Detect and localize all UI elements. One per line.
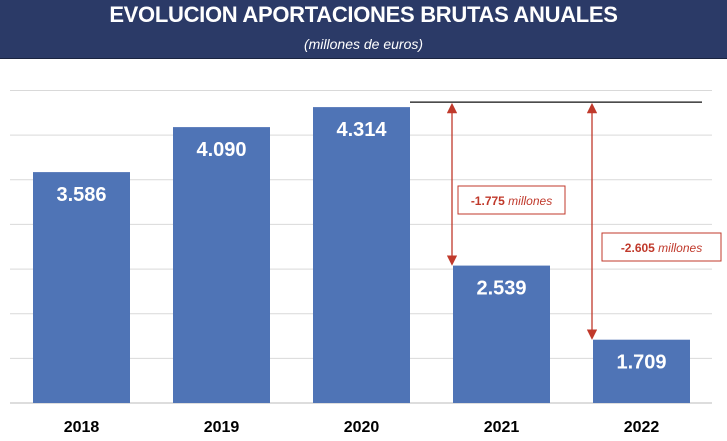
data-label: 2.539	[476, 278, 526, 300]
bar-2020	[313, 107, 410, 403]
data-label: 4.090	[196, 139, 246, 161]
annotation-label: -1.775 millones	[471, 194, 552, 208]
bar-2022	[593, 339, 690, 403]
annotation-unit: millones	[658, 241, 702, 255]
annotation-box	[601, 232, 722, 262]
annotation-unit: millones	[508, 194, 552, 208]
x-tick-label: 2022	[624, 419, 660, 436]
chart-subtitle: (millones de euros)	[303, 36, 424, 52]
annotation-value: -1.775	[471, 194, 508, 208]
x-tick-label: 2021	[484, 419, 520, 436]
bar-2019	[173, 127, 270, 403]
annotation-box	[457, 185, 566, 215]
bar-2021	[453, 265, 550, 403]
x-tick-label: 2018	[64, 419, 100, 436]
data-label: 1.709	[616, 352, 666, 374]
chart-header: EVOLUCION APORTACIONES BRUTAS ANUALES (m…	[0, 0, 727, 59]
x-tick-label: 2019	[204, 419, 240, 436]
data-label: 3.586	[56, 184, 106, 206]
x-tick-label: 2020	[344, 419, 380, 436]
bar-2018	[33, 172, 130, 403]
annotation-label: -2.605 millones	[621, 241, 702, 255]
chart-title: EVOLUCION APORTACIONES BRUTAS ANUALES	[109, 2, 618, 27]
data-label: 4.314	[336, 119, 387, 141]
annotation-value: -2.605	[621, 241, 658, 255]
